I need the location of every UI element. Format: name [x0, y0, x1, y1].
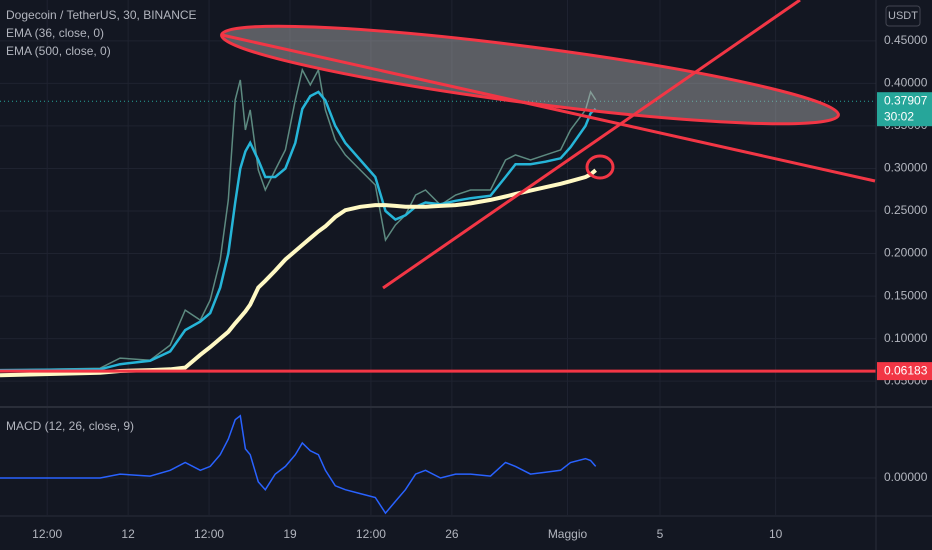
x-tick-label: 5 — [657, 527, 664, 541]
drawings — [220, 0, 876, 290]
price-label: 0.06183 — [884, 363, 928, 377]
currency-box[interactable] — [885, 5, 921, 27]
x-tick-label: 12 — [121, 527, 135, 541]
x-tick-label: 12:00 — [32, 527, 62, 541]
pane-title: MACD (12, 26, close, 9) — [6, 419, 134, 433]
plot — [0, 67, 876, 515]
chart-title: Dogecoin / TetherUS, 30, BINANCE — [6, 8, 197, 22]
x-tick-label: 12:00 — [194, 527, 224, 541]
x-tick-label: Maggio — [548, 527, 588, 541]
trend-line — [382, 0, 801, 290]
circle-drawing — [585, 154, 615, 180]
x-tick-label: 10 — [769, 527, 783, 541]
x-tick-label: 26 — [445, 527, 459, 541]
countdown: 30:02 — [884, 109, 914, 123]
y-tick-label: 0.10000 — [884, 331, 928, 345]
x-tick-label: 12:00 — [356, 527, 386, 541]
legend-entry: EMA (500, close, 0) — [6, 44, 111, 58]
y-tick-label: 0.25000 — [884, 203, 928, 217]
grid — [0, 0, 876, 515]
price-line — [0, 67, 597, 371]
y-tick-label: 0.45000 — [884, 33, 928, 47]
y-tick-label: 0.00000 — [884, 470, 928, 484]
price-line — [0, 414, 597, 515]
price-label-box — [877, 92, 932, 127]
labels: 12:00 12 12:00 19 12:00 26 Maggio 5 100.050000.1… — [32, 33, 932, 541]
legend-entry: EMA (36, close, 0) — [6, 26, 104, 40]
price-label: 0.37907 — [884, 93, 928, 107]
ema-line — [0, 90, 597, 372]
price-label-box — [877, 362, 932, 381]
trend-line — [221, 33, 876, 183]
y-tick-label: 0.15000 — [884, 288, 928, 302]
y-tick-label: 0.20000 — [884, 246, 928, 260]
y-tick-label: 0.40000 — [884, 76, 928, 90]
y-tick-label: 0.30000 — [884, 161, 928, 175]
currency[interactable]: USDT — [888, 10, 918, 22]
x-tick-label: 19 — [283, 527, 297, 541]
ema-line — [0, 168, 597, 378]
